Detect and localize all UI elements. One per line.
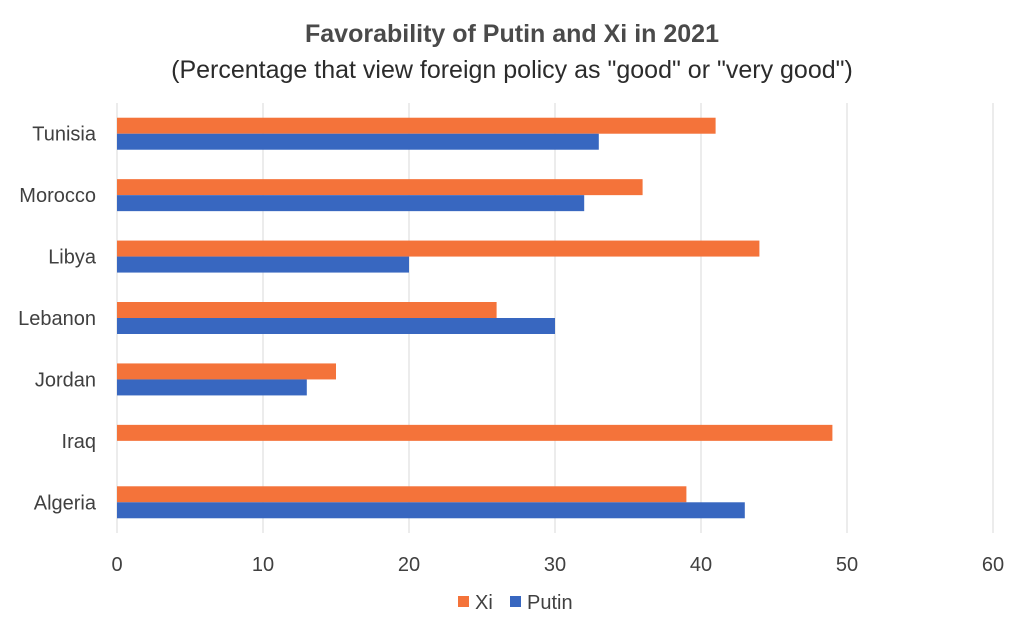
legend: Xi Putin (458, 592, 573, 614)
legend-label-xi: Xi (475, 592, 493, 614)
x-tick-labels: 0 10 20 30 40 50 60 (111, 554, 1004, 576)
chart-title: Favorability of Putin and Xi in 2021 (305, 20, 719, 48)
chart-subtitle: (Percentage that view foreign policy as … (171, 56, 853, 84)
category-label: Jordan (35, 369, 96, 391)
bar-xi-algeria (117, 486, 687, 503)
x-tick-label: 30 (544, 554, 566, 576)
x-tick-label: 10 (252, 554, 274, 576)
category-label: Algeria (34, 492, 97, 514)
bar-xi-iraq (117, 424, 833, 441)
legend-swatch-putin (510, 596, 521, 607)
bar-xi-libya (117, 240, 760, 257)
bar-putin-tunisia (117, 133, 599, 150)
bar-putin-jordan (117, 379, 307, 396)
bar-xi-lebanon (117, 302, 497, 318)
bar-xi-jordan (117, 363, 336, 380)
category-label: Iraq (62, 431, 96, 453)
legend-label-putin: Putin (527, 592, 573, 614)
bar-putin-morocco (117, 195, 585, 212)
category-label: Morocco (19, 185, 96, 207)
x-tick-label: 0 (111, 554, 122, 576)
x-tick-label: 60 (982, 554, 1004, 576)
category-label: Tunisia (32, 124, 97, 146)
x-tick-label: 20 (398, 554, 420, 576)
bar-putin-libya (117, 256, 409, 273)
bars (117, 117, 833, 519)
x-tick-label: 50 (836, 554, 858, 576)
bar-xi-tunisia (117, 117, 716, 134)
legend-swatch-xi (458, 596, 469, 607)
category-label: Libya (48, 247, 97, 269)
bar-putin-algeria (117, 502, 745, 519)
category-label: Lebanon (18, 308, 96, 330)
bar-putin-lebanon (117, 318, 555, 334)
category-labels: Tunisia Morocco Libya Lebanon Jordan Iraq Alge… (18, 124, 97, 515)
bar-xi-morocco (117, 179, 643, 196)
x-tick-label: 40 (690, 554, 712, 576)
